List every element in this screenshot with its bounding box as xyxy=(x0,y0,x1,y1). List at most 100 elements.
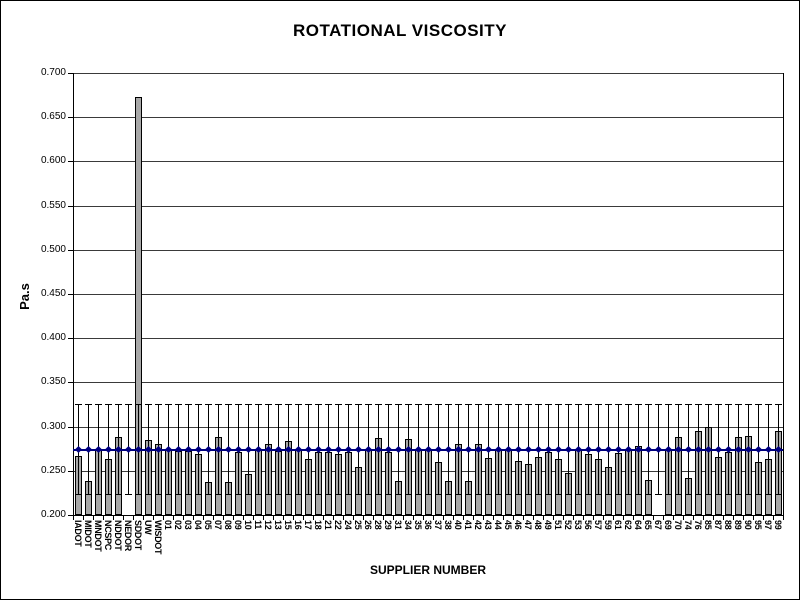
y-tick-mark xyxy=(68,249,73,251)
x-tick-label: MIDOT xyxy=(83,520,93,548)
error-bar-cap-bottom xyxy=(774,493,782,495)
x-tick-label: 48 xyxy=(533,520,543,530)
error-bar-cap-top xyxy=(304,403,312,405)
error-bar-cap-top xyxy=(344,403,352,405)
x-tick-label: 18 xyxy=(313,520,323,530)
x-tick-label: 28 xyxy=(373,520,383,530)
x-tick-label: 76 xyxy=(693,520,703,530)
y-tick-label: 0.450 xyxy=(40,288,66,299)
error-bar-cap-top xyxy=(534,403,542,405)
x-tick-label: 53 xyxy=(573,520,583,530)
mean-marker xyxy=(684,446,692,454)
x-tick-label: 59 xyxy=(603,520,613,530)
error-bar-cap-top xyxy=(214,403,222,405)
gridline xyxy=(73,161,783,163)
x-tick-mark xyxy=(573,516,574,520)
x-tick-mark xyxy=(123,516,124,520)
error-bar-cap-top xyxy=(364,403,372,405)
y-tick-label: 0.700 xyxy=(40,67,66,78)
x-tick-label: 05 xyxy=(203,520,213,530)
error-bar-cap-bottom xyxy=(234,493,242,495)
x-tick-mark xyxy=(263,516,264,520)
y-tick-label: 0.650 xyxy=(40,111,66,123)
y-tick-label: 0.300 xyxy=(40,420,66,432)
x-tick-mark xyxy=(223,516,224,520)
x-axis-title: SUPPLIER NUMBER xyxy=(369,563,486,577)
x-tick-label: SDDOT xyxy=(133,520,143,551)
error-bar-cap-top xyxy=(584,403,592,405)
mean-marker xyxy=(514,446,522,454)
x-tick-mark xyxy=(413,516,414,520)
error-bar-cap-top xyxy=(684,403,692,405)
mean-marker xyxy=(484,446,492,454)
x-tick-mark xyxy=(723,516,724,520)
error-bar-cap-top xyxy=(714,403,722,405)
error-bar-cap-top xyxy=(204,403,212,405)
x-tick-mark xyxy=(313,516,314,520)
x-tick-label: 52 xyxy=(563,520,573,530)
error-bar-cap-bottom xyxy=(384,493,392,495)
x-tick-label: 74 xyxy=(683,520,693,530)
mean-marker xyxy=(564,446,572,454)
mean-marker xyxy=(524,446,532,454)
error-bar-cap-bottom xyxy=(334,493,342,495)
error-bar-cap-bottom xyxy=(614,493,622,495)
x-tick-mark xyxy=(173,516,174,520)
error-bar-cap-bottom xyxy=(684,493,692,495)
error-bar-cap-top xyxy=(624,403,632,405)
x-tick-mark xyxy=(733,516,734,520)
mean-marker xyxy=(444,446,452,454)
error-bar-cap-bottom xyxy=(494,493,502,495)
y-tick-mark xyxy=(68,294,73,295)
x-tick-label: 09 xyxy=(233,520,243,530)
error-bar-cap-bottom xyxy=(374,493,382,495)
y-tick-label: 0.200 xyxy=(40,509,66,520)
x-tick-label: 13 xyxy=(273,520,283,530)
x-tick-label: 15 xyxy=(283,520,293,530)
y-tick-mark xyxy=(68,73,73,74)
x-tick-mark xyxy=(393,516,394,520)
x-tick-mark xyxy=(553,516,554,520)
error-bar-cap-bottom xyxy=(484,493,492,495)
x-tick-label: 36 xyxy=(423,520,433,530)
y-axis-line xyxy=(73,73,74,515)
error-bar-cap-top xyxy=(334,403,342,405)
error-bar-cap-top xyxy=(134,403,142,405)
error-bar-cap-top xyxy=(494,403,502,405)
error-bar-cap-bottom xyxy=(294,493,302,495)
error-bar-cap-top xyxy=(474,403,482,405)
y-tick-mark xyxy=(68,338,73,340)
error-bar-cap-top xyxy=(394,403,402,405)
y-tick-label: 0.600 xyxy=(40,155,66,167)
x-tick-mark xyxy=(563,516,564,520)
x-tick-mark xyxy=(443,516,444,520)
x-tick-label: 01 xyxy=(163,520,173,530)
error-bar-cap-top xyxy=(114,403,122,405)
y-tick-label: 0.550 xyxy=(40,199,66,211)
mean-marker xyxy=(244,446,252,454)
error-bar-cap-bottom xyxy=(634,493,642,495)
error-bar-cap-bottom xyxy=(84,493,92,495)
error-bar-cap-bottom xyxy=(444,493,452,495)
x-tick-mark xyxy=(763,516,764,520)
y-tick-mark xyxy=(68,205,73,207)
error-bar-cap-bottom xyxy=(244,493,252,495)
x-tick-mark xyxy=(373,516,374,520)
mean-marker xyxy=(104,446,112,454)
error-bar-cap-bottom xyxy=(524,493,532,495)
x-tick-label: 42 xyxy=(473,520,483,530)
error-bar-cap-top xyxy=(124,403,132,405)
plot-right-border xyxy=(783,73,784,515)
error-bar-cap-bottom xyxy=(644,493,652,495)
error-bar-cap-top xyxy=(734,403,742,405)
x-tick-mark xyxy=(353,516,354,520)
x-tick-mark xyxy=(293,516,294,520)
error-bar-cap-bottom xyxy=(194,493,202,495)
x-tick-label: 64 xyxy=(633,520,643,530)
error-bar-cap-bottom xyxy=(714,493,722,495)
x-tick-mark xyxy=(363,516,364,520)
gridline xyxy=(73,205,783,207)
error-bar-cap-bottom xyxy=(184,493,192,495)
x-tick-label: 24 xyxy=(343,520,353,530)
